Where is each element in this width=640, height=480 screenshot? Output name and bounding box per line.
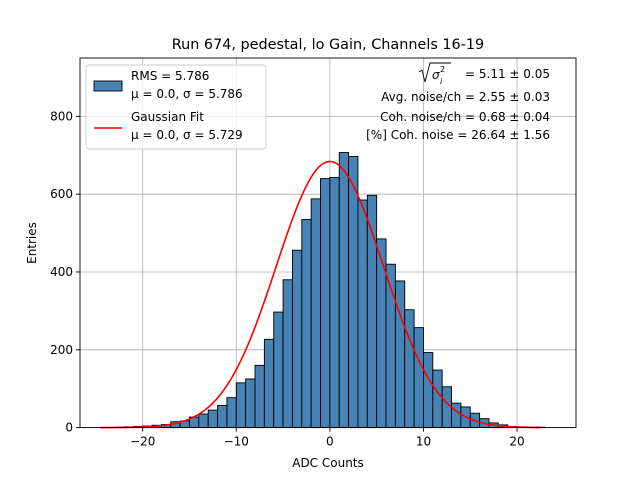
- legend-histogram-params: μ = 0.0, σ = 5.786: [131, 87, 243, 101]
- histogram-bar: [254, 364, 265, 429]
- histogram-bar: [320, 178, 331, 429]
- histogram-bar: [338, 152, 350, 429]
- annotation-sqrt-sigma: = 5.11 ± 0.05: [465, 67, 550, 81]
- histogram-bar: [413, 327, 424, 429]
- histogram-bar: [432, 369, 443, 429]
- y-tick-label: 0: [65, 421, 73, 435]
- legend-fit-params: μ = 0.0, σ = 5.729: [131, 128, 243, 142]
- annotation-coh-noise: Coh. noise/ch = 0.68 ± 0.04: [380, 110, 550, 124]
- svg-text:σ: σ: [432, 68, 440, 82]
- histogram-bar: [207, 409, 219, 429]
- x-tick-label: 0: [326, 435, 334, 449]
- legend-histogram-label: RMS = 5.786: [131, 69, 209, 83]
- histogram-bar: [404, 309, 415, 429]
- annotation-avg-noise: Avg. noise/ch = 2.55 ± 0.03: [381, 90, 550, 104]
- chart-title: Run 674, pedestal, lo Gain, Channels 16-…: [172, 37, 484, 53]
- x-tick-label: 20: [509, 435, 524, 449]
- y-tick-label: 600: [50, 187, 73, 201]
- x-tick-label: 10: [416, 435, 431, 449]
- legend: RMS = 5.786 μ = 0.0, σ = 5.786 Gaussian …: [85, 64, 267, 150]
- legend-box: [85, 64, 267, 150]
- gaussian-fit-line: [100, 160, 541, 429]
- histogram-bar: [282, 279, 293, 429]
- histogram-bars: [114, 152, 546, 429]
- x-tick-label: −10: [224, 435, 249, 449]
- histogram-bar: [198, 413, 209, 429]
- histogram-bar: [441, 386, 452, 429]
- histogram-bar: [348, 155, 359, 429]
- y-tick-label: 200: [50, 343, 73, 357]
- x-axis-ticks: −20 −10 0 10 20: [130, 427, 525, 449]
- y-tick-label: 400: [50, 265, 73, 279]
- y-tick-label: 800: [50, 109, 73, 123]
- y-axis-label: Entries: [25, 222, 39, 264]
- histogram-bar: [451, 402, 462, 429]
- noise-annotations: σ 2 i = 5.11 ± 0.05 Avg. noise/ch = 2.55…: [366, 62, 550, 142]
- histogram-bar: [273, 311, 284, 429]
- histogram-bar: [245, 378, 256, 429]
- svg-text:i: i: [440, 77, 443, 86]
- legend-histogram-swatch: [93, 80, 123, 92]
- histogram-bar: [217, 404, 228, 429]
- x-tick-label: −20: [130, 435, 155, 449]
- svg-text:2: 2: [440, 65, 445, 74]
- plot-frame: [79, 57, 577, 429]
- histogram-bar: [329, 176, 340, 429]
- histogram-bar: [301, 219, 312, 429]
- histogram-bar: [226, 397, 237, 429]
- sqrt-sigma-symbol: σ 2 i: [418, 62, 451, 86]
- legend-fit-label: Gaussian Fit: [131, 110, 204, 124]
- histogram-bar: [310, 198, 321, 429]
- x-axis-label: ADC Counts: [292, 456, 364, 470]
- histogram-bar: [235, 382, 247, 429]
- histogram-bar: [394, 280, 406, 429]
- histogram-bar: [423, 352, 434, 429]
- y-axis-ticks: 0 200 400 600 800: [50, 109, 80, 435]
- histogram-bar: [263, 338, 275, 429]
- histogram-bar: [357, 199, 368, 429]
- annotation-coh-noise-percent: [%] Coh. noise = 26.64 ± 1.56: [366, 128, 550, 142]
- histogram-bar: [291, 249, 303, 429]
